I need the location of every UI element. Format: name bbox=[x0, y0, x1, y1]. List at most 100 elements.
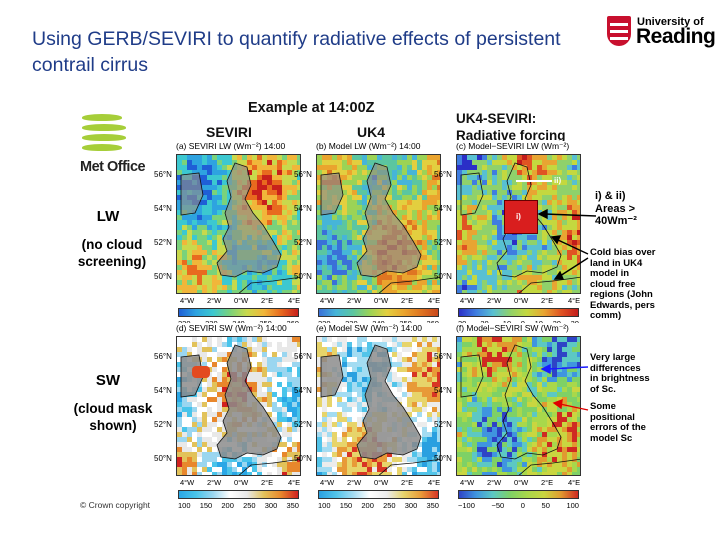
lw-row-subtitle: (no cloud screening) bbox=[62, 236, 162, 270]
cold-bias-note: Cold bias over land in UK4 model in cloud f… bbox=[590, 247, 656, 322]
forcing-hotspot-i bbox=[504, 200, 538, 234]
latitude-tick-label: 56°N bbox=[154, 170, 172, 179]
forcing-heading-line: Radiative forcing bbox=[456, 128, 566, 143]
sw-row-subtitle-line: (cloud mask bbox=[73, 401, 153, 416]
colorbar-tick-label: −50 bbox=[491, 501, 505, 510]
panel-caption-e: (e) Model SW (Wm⁻²) 14:00 bbox=[316, 323, 441, 334]
latitude-tick-label: 54°N bbox=[154, 386, 172, 395]
latitude-tick-label: 54°N bbox=[294, 386, 312, 395]
colorbar-b bbox=[318, 308, 439, 317]
met-office-label: Met Office bbox=[80, 159, 146, 175]
longitude-tick-label: 4°W bbox=[180, 478, 195, 487]
colorbar-c bbox=[458, 308, 579, 317]
colorbar-tick-label: 100 bbox=[318, 501, 331, 510]
crown-copyright: © Crown copyright bbox=[80, 500, 151, 510]
longitude-tick-label: 0°W bbox=[234, 478, 249, 487]
forcing-mark-i: i) bbox=[516, 212, 521, 221]
longitude-tick-label: 2°E bbox=[261, 478, 274, 487]
longitude-tick-label: 2°W bbox=[347, 478, 362, 487]
longitude-tick-label: 4°W bbox=[180, 296, 195, 305]
panel-caption-c: (c) Model−SEVIRI LW (Wm⁻²) bbox=[456, 141, 581, 152]
note-cold-line: land in UK4 bbox=[590, 257, 643, 269]
latitude-tick-label: 52°N bbox=[434, 238, 452, 247]
colorbar-a bbox=[178, 308, 299, 317]
forcing-heading-line: UK4-SEVIRI: bbox=[456, 111, 537, 126]
note-pos-line: Some bbox=[590, 401, 616, 412]
longitude-tick-label: 4°E bbox=[568, 478, 581, 487]
lw-row-subtitle-line: screening) bbox=[77, 254, 147, 269]
latitude-tick-label: 50°N bbox=[154, 454, 172, 463]
longitude-tick-label: 4°E bbox=[428, 478, 441, 487]
note-large-line: Very large bbox=[590, 352, 636, 363]
longitude-tick-label: 0°W bbox=[374, 296, 389, 305]
colorbar-ticks-f: −100 −50 0 50 100 bbox=[458, 501, 579, 510]
colorbar-tick-label: −100 bbox=[458, 501, 475, 510]
latitude-tick-label: 54°N bbox=[434, 386, 452, 395]
longitude-tick-label: 4°E bbox=[428, 296, 441, 305]
longitude-tick-label: 2°E bbox=[541, 296, 554, 305]
map-panel-e bbox=[316, 336, 441, 476]
forcing-line-ii bbox=[516, 180, 552, 182]
colorbar-f bbox=[458, 490, 579, 499]
sw-row-title: SW bbox=[95, 372, 121, 389]
colorbar-tick-label: 150 bbox=[339, 501, 353, 510]
forcing-mark-ii: ii) bbox=[554, 176, 562, 185]
colorbar-tick-label: 200 bbox=[221, 501, 234, 510]
map-panel-a bbox=[176, 154, 301, 294]
colorbar-ticks-d: 100 150 200 250 300 350 bbox=[178, 501, 299, 510]
longitude-tick-label: 2°E bbox=[401, 478, 414, 487]
panel-caption-f: (f) Model−SEVIRI SW (Wm⁻²) bbox=[456, 323, 581, 334]
met-office-wave-icon bbox=[82, 134, 126, 141]
note-cold-line: Cold bias over bbox=[590, 247, 656, 258]
longitude-tick-label: 4°W bbox=[460, 478, 475, 487]
note-cold-line: regions (John bbox=[590, 289, 653, 300]
map-panel-d bbox=[176, 336, 301, 476]
map-panel-f bbox=[456, 336, 581, 476]
longitude-tick-label: 2°W bbox=[207, 478, 222, 487]
latitude-tick-label: 50°N bbox=[434, 272, 452, 281]
longitude-tick-label: 0°W bbox=[514, 478, 529, 487]
areas-note-line: i) & ii) bbox=[595, 190, 626, 202]
longitude-tick-label: 0°W bbox=[514, 296, 529, 305]
note-large-line: in brightness bbox=[590, 373, 650, 384]
uk4-column-heading: UK4 bbox=[357, 124, 386, 140]
colorbar-ticks-e: 100 150 200 250 300 350 bbox=[318, 501, 439, 510]
latitude-tick-label: 52°N bbox=[294, 420, 312, 429]
colorbar-tick-label: 250 bbox=[383, 501, 396, 510]
latitude-tick-label: 56°N bbox=[154, 352, 172, 361]
latitude-tick-label: 56°N bbox=[294, 352, 312, 361]
longitude-tick-label: 2°W bbox=[207, 296, 222, 305]
colorbar-tick-label: 150 bbox=[199, 501, 213, 510]
university-label: University of bbox=[637, 16, 704, 28]
longitude-tick-label: 4°W bbox=[320, 478, 335, 487]
note-pos-line: model Sc bbox=[590, 432, 633, 444]
positional-errors-note: Some positional errors of the model Sc bbox=[590, 401, 646, 444]
longitude-tick-label: 4°W bbox=[460, 296, 475, 305]
colorbar-tick-label: 350 bbox=[286, 501, 299, 510]
longitude-tick-label: 2°E bbox=[261, 296, 274, 305]
lw-row-title: LW bbox=[96, 208, 120, 225]
colorbar-tick-label: 350 bbox=[426, 501, 439, 510]
longitude-tick-label: 2°W bbox=[487, 478, 502, 487]
map-panel-c bbox=[456, 154, 581, 294]
reading-crest-icon bbox=[607, 16, 631, 46]
longitude-tick-label: 2°W bbox=[487, 296, 502, 305]
note-large-line: of Sc. bbox=[590, 383, 616, 395]
note-cold-line: Edwards, pers bbox=[590, 299, 655, 311]
note-cold-line: cloud free bbox=[590, 278, 636, 290]
seviri-column-heading: SEVIRI bbox=[206, 124, 252, 140]
met-office-wave-icon bbox=[82, 124, 126, 131]
latitude-tick-label: 56°N bbox=[434, 170, 452, 179]
longitude-tick-label: 2°E bbox=[401, 296, 414, 305]
longitude-tick-label: 4°E bbox=[288, 478, 301, 487]
example-time-heading: Example at 14:00Z bbox=[248, 100, 375, 116]
longitude-tick-label: 4°W bbox=[320, 296, 335, 305]
panel-caption-d: (d) SEVIRI SW (Wm⁻²) 14:00 bbox=[176, 323, 301, 334]
met-office-logo: Met Office bbox=[80, 112, 160, 182]
colorbar-d bbox=[178, 490, 299, 499]
met-office-wave-icon bbox=[82, 144, 122, 151]
latitude-tick-label: 52°N bbox=[294, 238, 312, 247]
lw-row-subtitle-line: (no cloud bbox=[81, 237, 143, 252]
longitude-tick-label: 2°E bbox=[541, 478, 554, 487]
areas-note-line: Areas > bbox=[595, 202, 636, 215]
